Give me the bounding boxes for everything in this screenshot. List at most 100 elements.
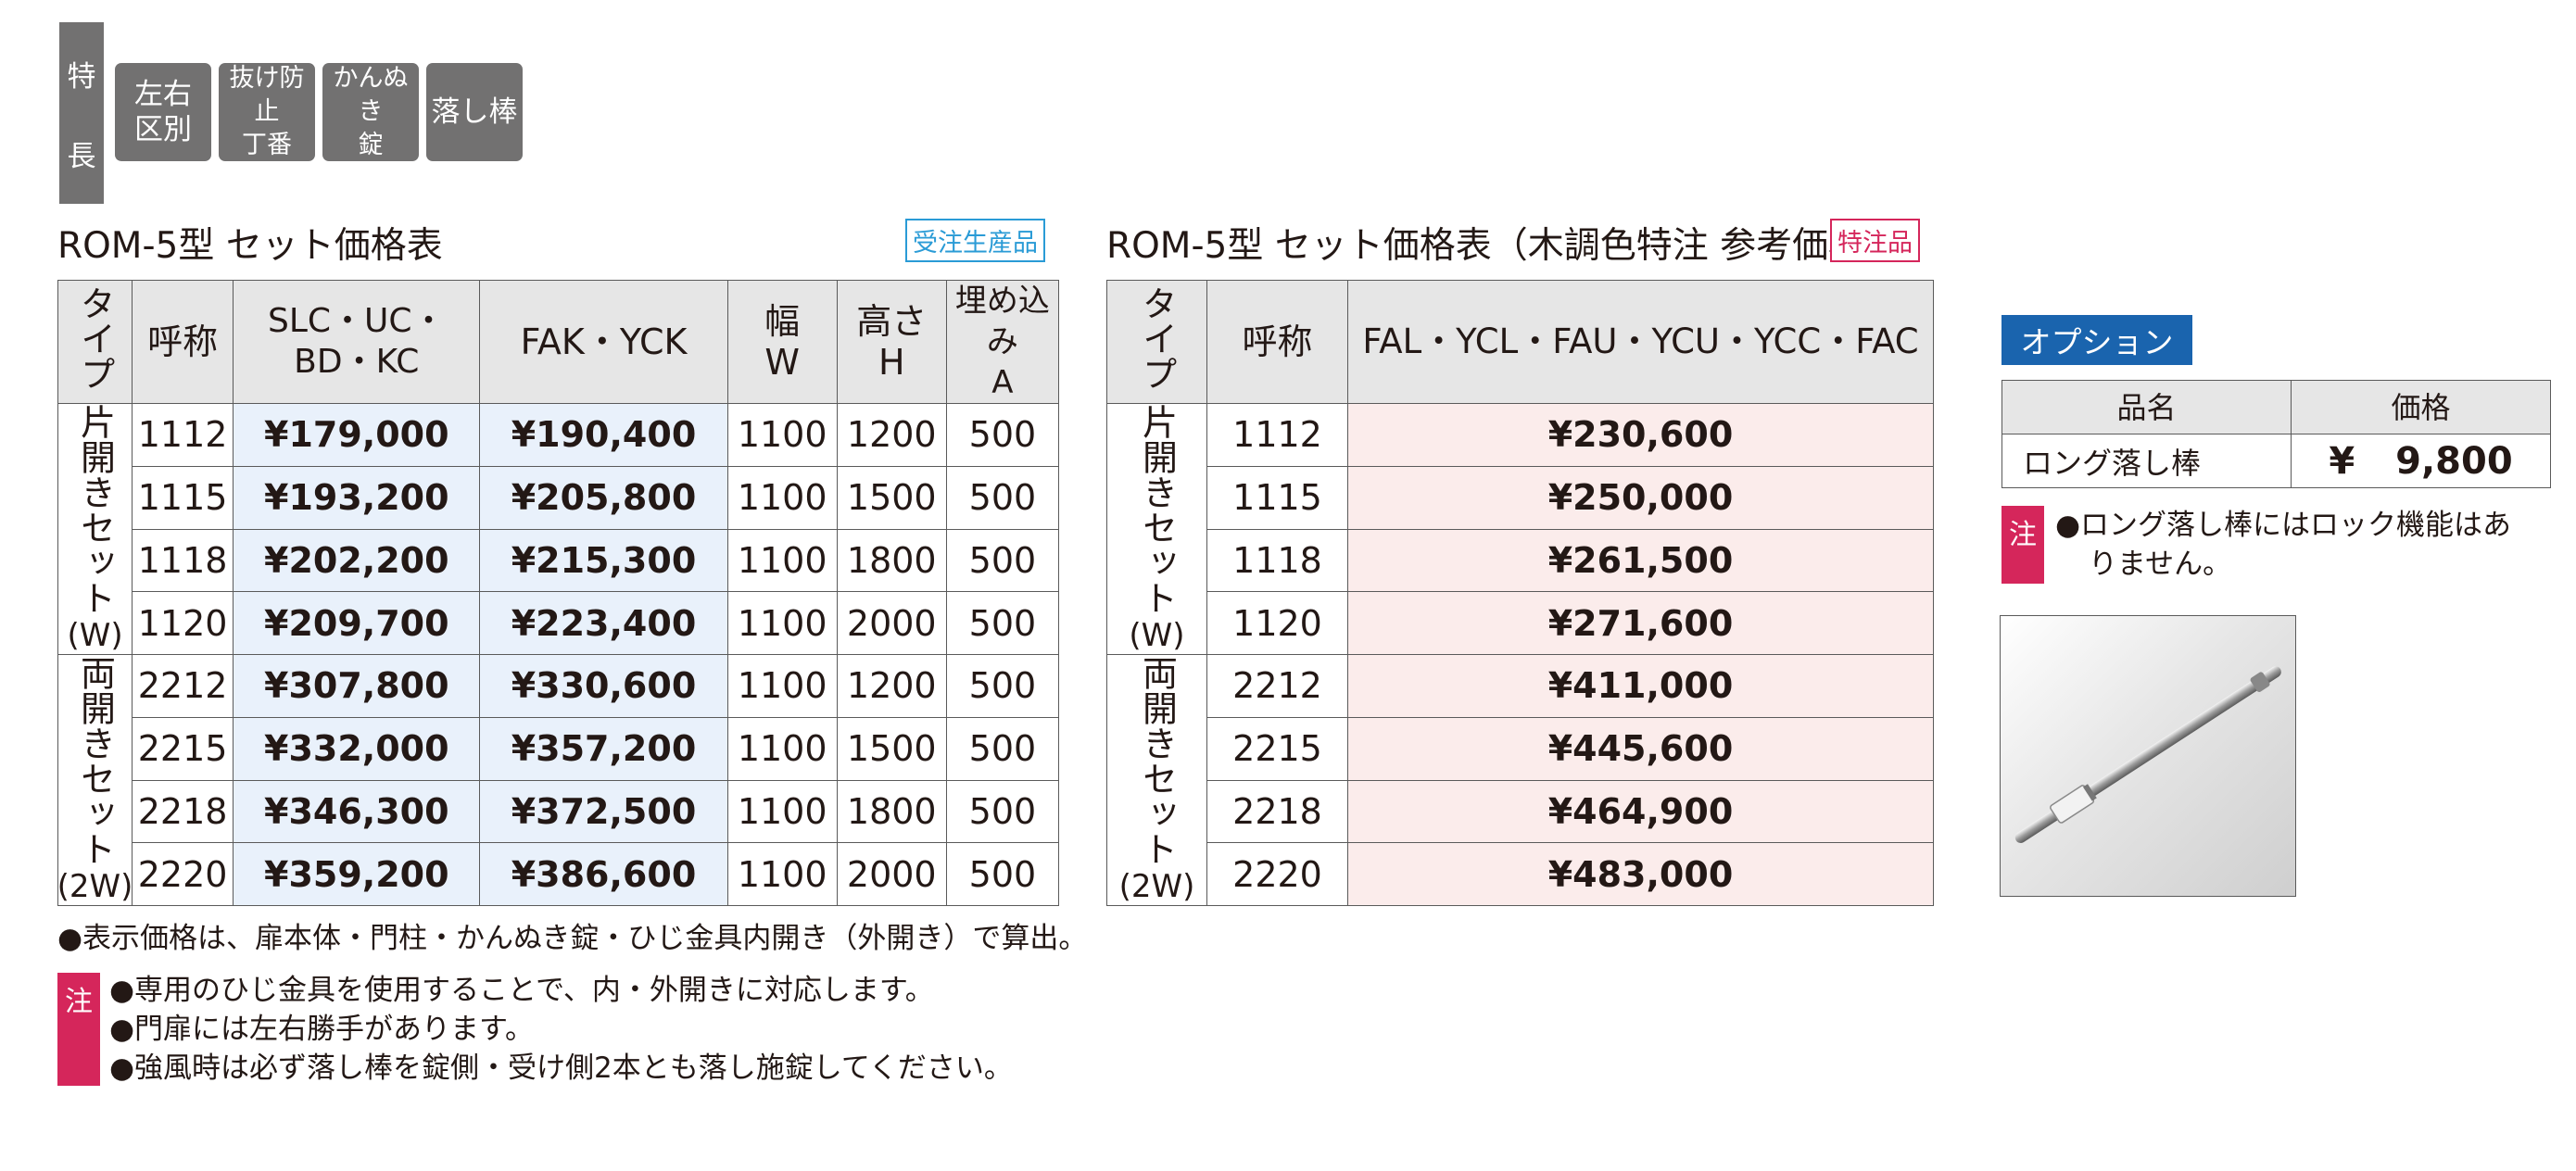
header-embed: 埋め込み A [945, 280, 1060, 404]
price-cell: ¥271,600 [1347, 591, 1934, 655]
price-cell: ¥215,300 [479, 528, 728, 593]
table-row: 2220 ¥483,000 [1107, 842, 1934, 906]
width-cell: 1100 [726, 779, 838, 844]
embed-cell: 500 [945, 779, 1060, 844]
type-single-open: 片開きセット (W) [1106, 403, 1207, 655]
name-cell: 2212 [132, 654, 234, 718]
header-type: タイプ [1106, 280, 1207, 404]
features-label: 特 長 [59, 22, 104, 204]
price-cell: ¥250,000 [1347, 465, 1934, 530]
name-cell: 1120 [132, 591, 234, 655]
right-table-header-row: タイプ 呼称 FAL・YCL・FAU・YCU・YCC・FAC [1106, 280, 1934, 404]
header-name: 呼称 [132, 280, 234, 404]
header-height: 高さ H [836, 280, 947, 404]
name-cell: 2215 [132, 716, 234, 781]
name-cell: 2212 [1206, 654, 1348, 718]
option-item-price: 9,800 [2395, 439, 2513, 483]
left-price-table: タイプ 呼称 SLC・UC・BD・KC FAK・YCK 幅 W 高さ H 埋め込… [57, 280, 1060, 906]
price-cell: ¥357,200 [479, 716, 728, 781]
price-cell: ¥230,600 [1347, 403, 1934, 467]
name-cell: 2218 [1206, 779, 1348, 844]
name-cell: 1115 [1206, 465, 1348, 530]
width-cell: 1100 [726, 654, 838, 718]
header-width: 幅 W [726, 280, 838, 404]
option-caution-line: りません。 [2089, 548, 2232, 581]
table-row: 1120 ¥209,700 ¥223,400 1100 2000 500 [58, 591, 1060, 655]
height-cell: 2000 [836, 842, 947, 906]
price-cell: ¥223,400 [479, 591, 728, 655]
price-cell: ¥209,700 [233, 591, 481, 655]
caution-item: ●専用のひじ金具を使用することで、内・外開きに対応します。 [109, 974, 934, 1007]
option-row: ロング落し棒 ¥9,800 [2001, 434, 2551, 488]
option-header-price: 価格 [2291, 380, 2551, 434]
made-to-order-tag: 受注生産品 [905, 219, 1045, 262]
height-cell: 2000 [836, 591, 947, 655]
name-cell: 2218 [132, 779, 234, 844]
width-cell: 1100 [726, 465, 838, 530]
caution-item: ●門扉には左右勝手があります。 [109, 1013, 534, 1046]
display-price-note: ●表示価格は、扉本体・門柱・かんぬき錠・ひじ金具内開き（外開き）で算出。 [57, 922, 1088, 955]
name-cell: 2215 [1206, 716, 1348, 781]
caution-item: ●強風時は必ず落し棒を錠側・受け側2本とも落し施錠してください。 [109, 1051, 1013, 1085]
right-table-title: ROM-5型 セット価格表（木調色特注 参考価格） [1106, 225, 1901, 267]
special-order-tag: 特注品 [1830, 219, 1920, 262]
table-row: 片開きセット (W) 1112 ¥230,600 [1106, 403, 1934, 655]
price-cell: ¥411,000 [1347, 654, 1934, 718]
height-cell: 1500 [836, 465, 947, 530]
height-cell: 1500 [836, 716, 947, 781]
width-cell: 1100 [726, 716, 838, 781]
option-caution-label: 注 [2001, 506, 2044, 584]
table-row: 2218 ¥464,900 [1107, 779, 1934, 844]
width-cell: 1100 [726, 528, 838, 593]
embed-cell: 500 [945, 528, 1060, 593]
price-cell: ¥261,500 [1347, 528, 1934, 593]
price-cell: ¥386,600 [479, 842, 728, 906]
left-table-header-row: タイプ 呼称 SLC・UC・BD・KC FAK・YCK 幅 W 高さ H 埋め込… [57, 280, 1060, 404]
price-cell: ¥332,000 [233, 716, 481, 781]
height-cell: 1800 [836, 779, 947, 844]
embed-cell: 500 [945, 654, 1060, 718]
name-cell: 1112 [1206, 403, 1348, 467]
embed-cell: 500 [945, 591, 1060, 655]
yen-sign: ¥ [2329, 439, 2355, 483]
type-single-open: 片開きセット (W) [57, 403, 133, 655]
option-caution-text: ●ロング落し棒にはロック機能はあ りません。 [2055, 506, 2511, 584]
table-row: 2215 ¥332,000 ¥357,200 1100 1500 500 [58, 716, 1060, 781]
price-cell: ¥179,000 [233, 403, 481, 467]
name-cell: 1120 [1206, 591, 1348, 655]
table-row: 2215 ¥445,600 [1107, 716, 1934, 781]
type-double-open: 両開きセット (2W) [57, 654, 133, 906]
price-cell: ¥464,900 [1347, 779, 1934, 844]
header-type: タイプ [57, 280, 133, 404]
name-cell: 1112 [132, 403, 234, 467]
name-cell: 1115 [132, 465, 234, 530]
table-row: 1115 ¥193,200 ¥205,800 1100 1500 500 [58, 465, 1060, 530]
price-cell: ¥346,300 [233, 779, 481, 844]
price-cell: ¥193,200 [233, 465, 481, 530]
table-row: 1118 ¥261,500 [1107, 528, 1934, 593]
table-row: 片開きセット (W) 1112 ¥179,000 ¥190,400 1100 1… [57, 403, 1060, 655]
option-item-price-cell: ¥9,800 [2291, 434, 2551, 488]
option-table: 品名 価格 ロング落し棒 ¥9,800 [2001, 380, 2551, 488]
features-label-char-1: 特 [67, 59, 96, 94]
type-double-open: 両開きセット (2W) [1106, 654, 1207, 906]
header-name: 呼称 [1206, 280, 1348, 404]
price-cell: ¥307,800 [233, 654, 481, 718]
feature-badge-left-right: 左右 区別 [115, 63, 211, 161]
width-cell: 1100 [726, 591, 838, 655]
price-cell: ¥190,400 [479, 403, 728, 467]
table-row: 1118 ¥202,200 ¥215,300 1100 1800 500 [58, 528, 1060, 593]
price-cell: ¥202,200 [233, 528, 481, 593]
left-table-title: ROM-5型 セット価格表 [57, 225, 443, 267]
header-fak-yck: FAK・YCK [479, 280, 728, 404]
price-cell: ¥205,800 [479, 465, 728, 530]
name-cell: 2220 [1206, 842, 1348, 906]
feature-badge-drop-rod: 落し棒 [426, 63, 523, 161]
right-price-table: タイプ 呼称 FAL・YCL・FAU・YCU・YCC・FAC 片開きセット (W… [1106, 280, 1934, 906]
price-cell: ¥483,000 [1347, 842, 1934, 906]
embed-cell: 500 [945, 842, 1060, 906]
table-row: 両開きセット (2W) 2212 ¥411,000 [1106, 654, 1934, 906]
name-cell: 1118 [1206, 528, 1348, 593]
height-cell: 1800 [836, 528, 947, 593]
option-caution-line: ●ロング落し棒にはロック機能はあ [2055, 509, 2512, 542]
